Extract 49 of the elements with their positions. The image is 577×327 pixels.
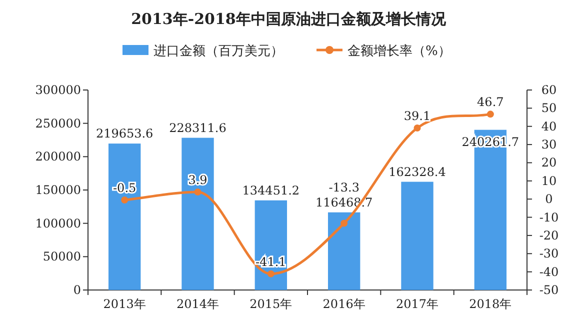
data-label: 228311.6 (169, 120, 226, 135)
y-tick-label: 50000 (42, 250, 81, 264)
y-tick-label: 100000 (35, 216, 81, 230)
legend-label: 进口金额（百万美元） (154, 43, 284, 59)
y2-tick-label: 60 (541, 83, 557, 97)
y-tick-label: 300000 (35, 83, 81, 97)
point (121, 196, 128, 204)
data-label: -0.5 (113, 181, 136, 195)
y2-tick-label: -10 (539, 210, 559, 224)
point (414, 124, 421, 132)
x-tick-label: 2016年 (322, 297, 366, 311)
legend-label: 金额增长率（%） (348, 43, 451, 59)
data-label: 162328.4 (388, 164, 446, 179)
y2-tick-label: 10 (541, 174, 557, 188)
y2-tick-label: 20 (541, 156, 557, 170)
bar (401, 182, 434, 290)
y2-tick-label: -20 (539, 228, 559, 242)
bar (108, 144, 141, 290)
data-label: 46.7 (477, 95, 504, 110)
x-tick-label: 2018年 (469, 297, 512, 311)
bar (254, 200, 288, 290)
data-label: 134451.2 (242, 183, 300, 198)
point (267, 270, 274, 278)
y2-tick-label: 50 (541, 101, 557, 116)
y2-tick-label: 40 (541, 119, 557, 134)
x-tick-label: 2013年 (103, 297, 146, 311)
y2-tick-label: 30 (541, 138, 557, 152)
data-label: -41.1 (256, 254, 286, 269)
y2-tick-label: 0 (545, 192, 553, 206)
x-tick-label: 2015年 (250, 297, 292, 311)
data-label: -13.3 (328, 180, 360, 194)
y2-tick-label: -40 (539, 264, 559, 279)
data-label: 3.9 (188, 173, 208, 187)
y2-tick-label: -50 (539, 283, 559, 297)
y2-tick-label: -30 (539, 246, 559, 261)
bar (328, 212, 360, 290)
y-tick-label: 250000 (35, 116, 81, 130)
x-tick-label: 2014年 (176, 297, 220, 311)
y-tick-label: 150000 (35, 183, 81, 197)
point (194, 188, 202, 196)
x-tick-label: 2017年 (396, 297, 439, 311)
y-tick-label: 200000 (35, 150, 81, 164)
data-label: 39.1 (404, 109, 431, 123)
chart-title: 2013年-2018年中国原油进口金额及增长情况 (131, 10, 447, 28)
point (340, 220, 348, 227)
point (486, 110, 494, 118)
bar (182, 138, 214, 290)
data-label: 219653.6 (96, 126, 154, 141)
y-tick-label: 0 (73, 283, 81, 297)
